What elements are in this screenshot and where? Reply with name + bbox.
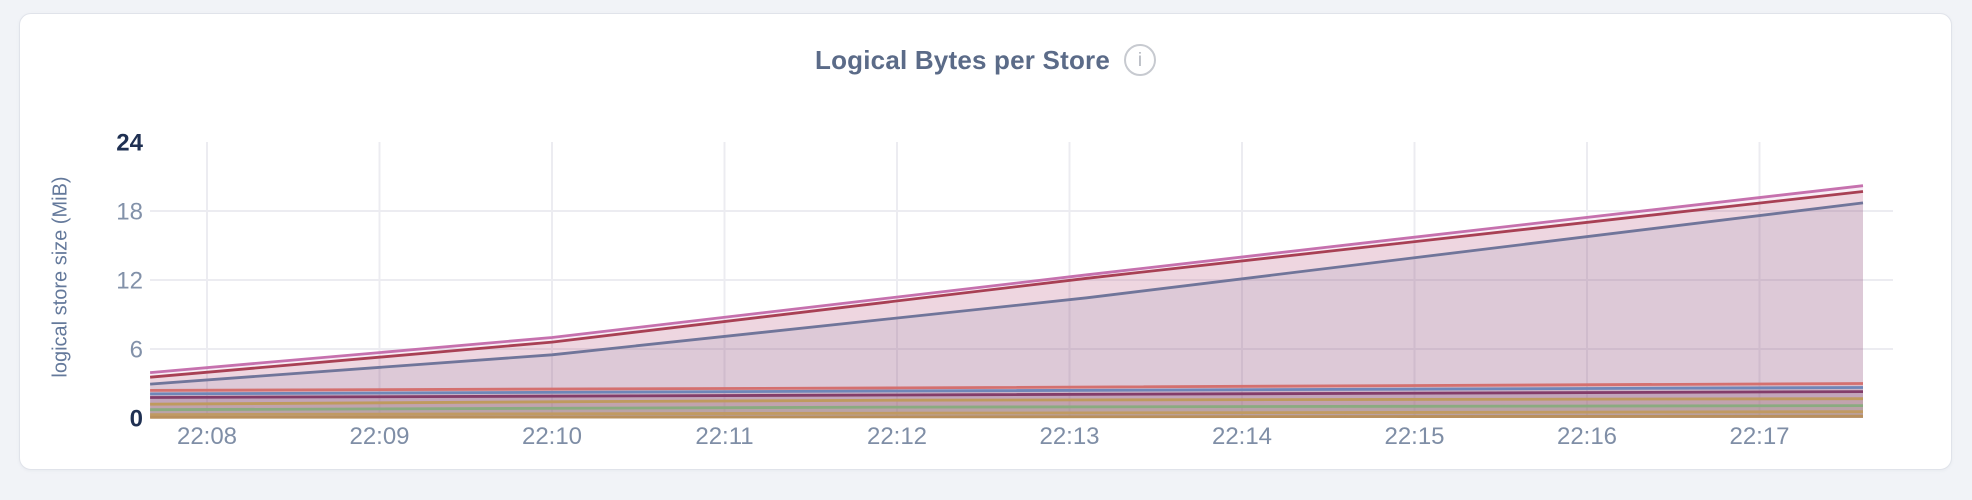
series-line-series-3 [149, 201, 1864, 386]
info-icon[interactable]: i [1124, 44, 1157, 76]
series-area-series-3 [150, 202, 1864, 418]
plot-area[interactable]: 0 6 12 18 24 22:08 22:09 22:10 22:11 22:12 22:13 22… [20, 14, 1953, 471]
chart-header: Logical Bytes per Store i [20, 44, 1951, 76]
x-tick-label: 22:14 [1212, 423, 1272, 450]
y-tick-label: 12 [116, 268, 143, 295]
x-tick-label: 22:12 [867, 423, 927, 450]
series-line-series-8 [150, 404, 1864, 412]
y-tick-label: 6 [130, 337, 143, 364]
series-line-series-2 [149, 190, 1864, 379]
x-tick-label: 22:09 [349, 423, 409, 450]
series-line-series-5 [150, 386, 1864, 396]
series-line-series-9 [150, 410, 1864, 416]
y-tick-label: 18 [116, 199, 143, 226]
y-tick-label: 0 [130, 406, 143, 433]
x-tick-label: 22:16 [1557, 423, 1617, 450]
y-tick-label: 24 [116, 130, 143, 157]
series-line-series-1 [149, 184, 1864, 374]
x-tick-label: 22:08 [177, 423, 237, 450]
series-line-series-6 [150, 390, 1864, 399]
x-tick-label: 22:11 [695, 423, 753, 450]
series-line-series-4 [150, 382, 1864, 392]
x-tick-label: 22:15 [1384, 423, 1444, 450]
series-line-series-10 [150, 414, 1864, 419]
x-tick-label: 22:13 [1039, 423, 1099, 450]
series-area-series-2 [150, 191, 1864, 418]
x-tick-label: 22:17 [1729, 423, 1789, 450]
series-line-series-7 [150, 397, 1864, 406]
chart-title: Logical Bytes per Store [814, 44, 1111, 75]
chart-card: Logical Bytes per Store i logical store … [19, 13, 1952, 470]
series-area-series-1 [150, 185, 1864, 418]
x-tick-label: 22:10 [522, 423, 582, 450]
